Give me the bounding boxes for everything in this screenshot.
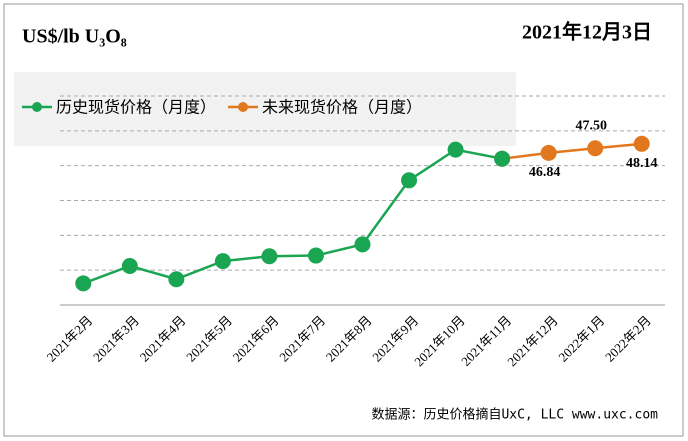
point [633, 135, 650, 152]
point [494, 150, 511, 167]
legend-marker [32, 102, 42, 112]
point [214, 253, 231, 270]
point [447, 141, 464, 158]
data-label: 47.50 [575, 118, 607, 133]
point [121, 257, 138, 274]
legend-marker [238, 102, 249, 112]
legend-band [14, 72, 516, 146]
date: 2021年12月3日 [522, 20, 652, 44]
point [75, 275, 92, 292]
point [354, 236, 371, 253]
point [540, 144, 557, 161]
series-line [82, 148, 503, 285]
chart-title: US$/lb U₃O₈ [22, 26, 127, 48]
data-label: 46.84 [529, 165, 561, 180]
frame [3, 3, 684, 437]
point [587, 140, 604, 157]
point [401, 172, 418, 189]
source: 数据源：历史价格摘自UxC, LLC www.uxc.com [371, 407, 658, 423]
point [168, 271, 185, 288]
legend-label: 未来现货价格（月度） [262, 98, 422, 117]
legend-label: 历史现货价格（月度） [56, 98, 216, 117]
point [261, 248, 278, 265]
series-line [501, 142, 642, 160]
point [307, 247, 324, 264]
data-label: 48.14 [626, 156, 658, 171]
